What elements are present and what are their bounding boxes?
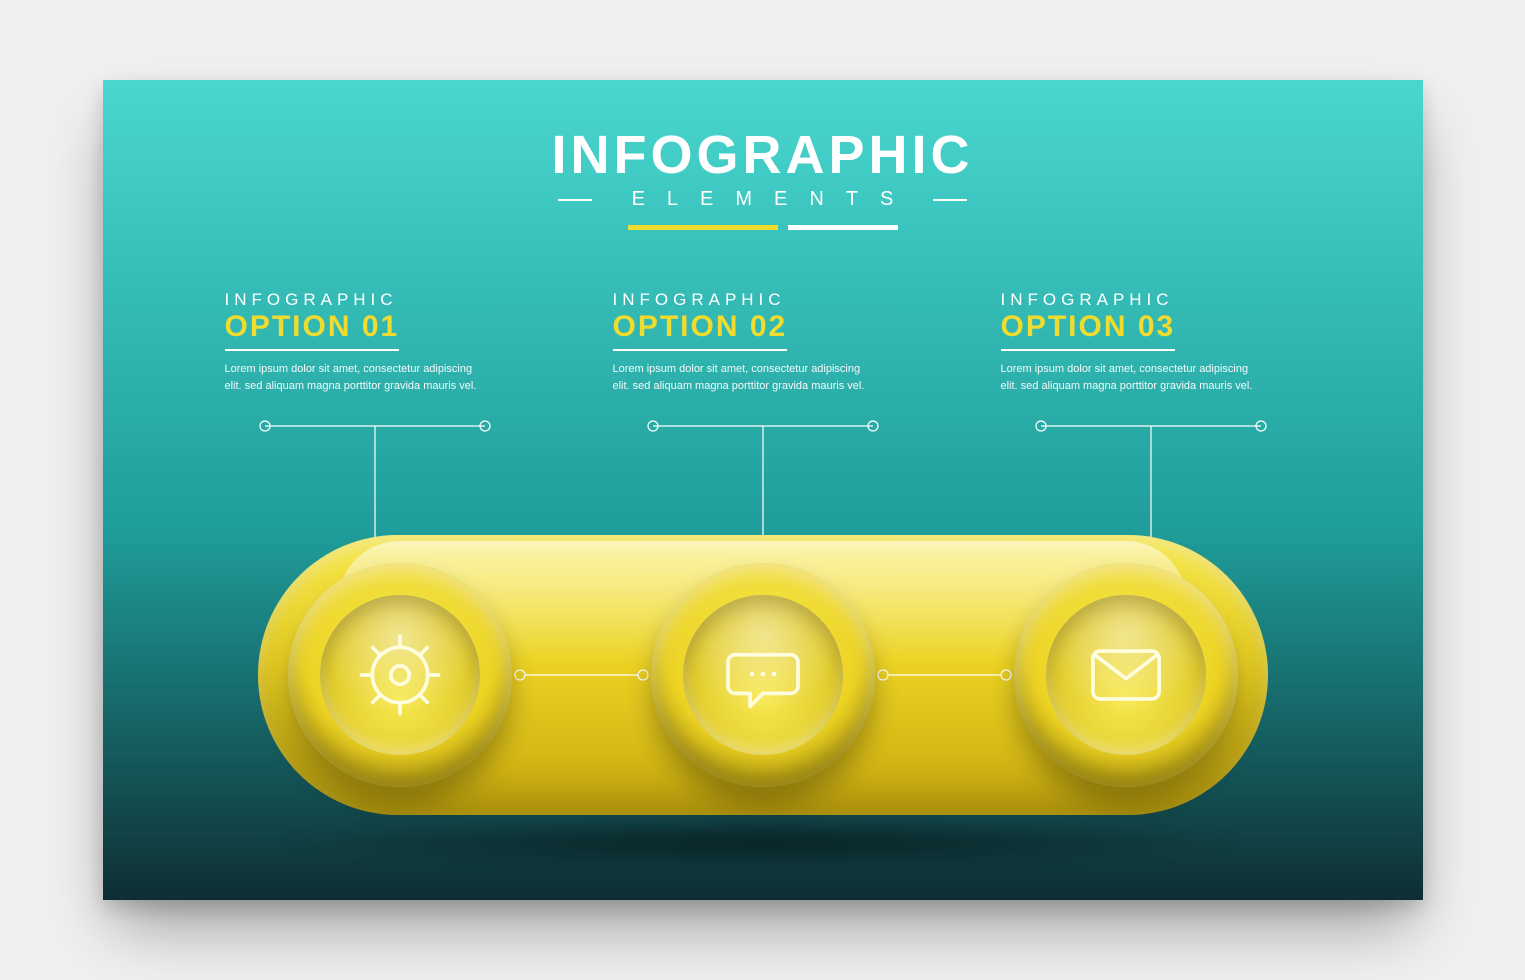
capsule-shadow bbox=[273, 815, 1253, 869]
options-row: INFOGRAPHIC OPTION 01 Lorem ipsum dolor … bbox=[103, 290, 1423, 395]
button-3 bbox=[1014, 563, 1238, 787]
option-3-label: INFOGRAPHIC bbox=[1001, 290, 1301, 310]
option-1: INFOGRAPHIC OPTION 01 Lorem ipsum dolor … bbox=[225, 290, 525, 395]
title-block: INFOGRAPHIC ELEMENTS bbox=[552, 128, 974, 230]
option-3-title: OPTION 03 bbox=[1001, 311, 1176, 351]
option-2-body: Lorem ipsum dolor sit amet, consectetur … bbox=[613, 361, 873, 395]
subtitle: ELEMENTS bbox=[610, 188, 916, 211]
gear-icon bbox=[354, 629, 446, 721]
main-title: INFOGRAPHIC bbox=[552, 128, 974, 182]
option-3: INFOGRAPHIC OPTION 03 Lorem ipsum dolor … bbox=[1001, 290, 1301, 395]
accent-bar-1 bbox=[628, 225, 778, 230]
accent-bars bbox=[552, 225, 974, 230]
infographic-card: INFOGRAPHIC ELEMENTS INFOGRAPHIC OPTION … bbox=[103, 80, 1423, 900]
capsule bbox=[258, 535, 1268, 815]
chat-icon bbox=[717, 629, 809, 721]
button-1 bbox=[288, 563, 512, 787]
option-3-body: Lorem ipsum dolor sit amet, consectetur … bbox=[1001, 361, 1261, 395]
button-2 bbox=[651, 563, 875, 787]
subtitle-rule-left bbox=[558, 199, 592, 201]
subtitle-rule-right bbox=[933, 199, 967, 201]
option-2-label: INFOGRAPHIC bbox=[613, 290, 913, 310]
mail-icon bbox=[1080, 629, 1172, 721]
option-1-label: INFOGRAPHIC bbox=[225, 290, 525, 310]
option-1-body: Lorem ipsum dolor sit amet, consectetur … bbox=[225, 361, 485, 395]
option-2: INFOGRAPHIC OPTION 02 Lorem ipsum dolor … bbox=[613, 290, 913, 395]
accent-bar-2 bbox=[788, 225, 898, 230]
subtitle-row: ELEMENTS bbox=[552, 188, 974, 211]
buttons-row bbox=[258, 535, 1268, 815]
option-1-title: OPTION 01 bbox=[225, 311, 400, 351]
option-2-title: OPTION 02 bbox=[613, 311, 788, 351]
